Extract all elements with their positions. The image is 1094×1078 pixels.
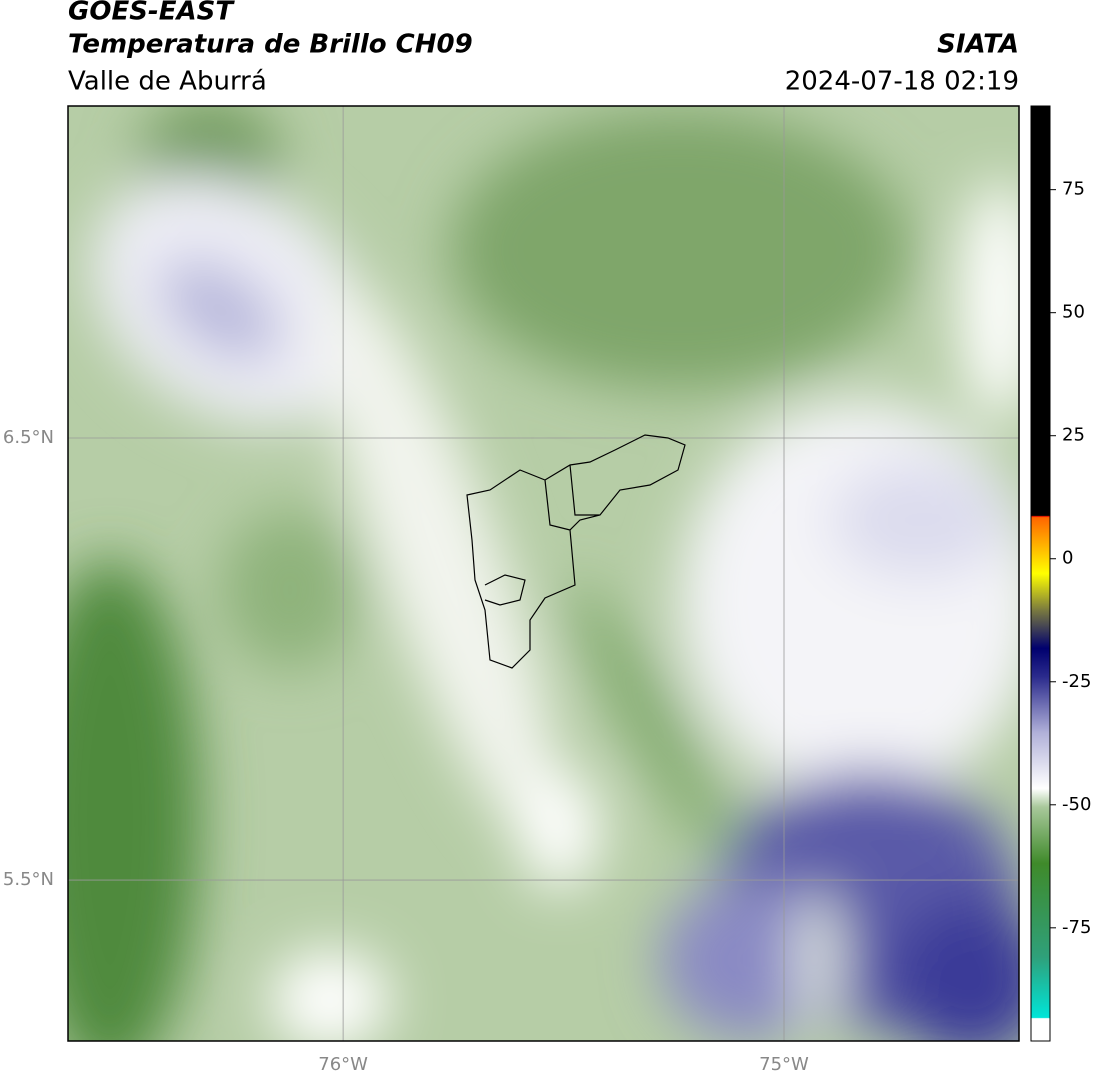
x-tick-label: 76°W: [318, 1054, 368, 1075]
x-tick-label: 75°W: [759, 1054, 809, 1075]
colorbar: [1030, 105, 1051, 1042]
subtitle: Temperatura de Brillo CH09: [68, 30, 473, 60]
source: SIATA: [937, 30, 1019, 60]
map-frame: [67, 105, 1020, 1042]
colorbar-tick-label: 0: [1062, 548, 1073, 569]
colorbar-tick-label: 50: [1062, 302, 1085, 323]
colorbar-tick-label: 75: [1062, 179, 1085, 200]
valley-outline: [466, 434, 686, 669]
region: Valle de Aburrá: [68, 67, 267, 97]
colorbar-tick-label: -25: [1062, 671, 1091, 692]
title: GOES-EAST: [68, 0, 235, 27]
colorbar-tick-label: -50: [1062, 794, 1091, 815]
y-tick-label: 6.5°N: [3, 427, 54, 448]
y-tick-label: 5.5°N: [3, 869, 54, 890]
map-image: [68, 106, 1019, 1041]
colorbar-tick-label: -75: [1062, 917, 1091, 938]
datetime: 2024-07-18 02:19: [785, 67, 1019, 97]
colorbar-tick-label: 25: [1062, 425, 1085, 446]
